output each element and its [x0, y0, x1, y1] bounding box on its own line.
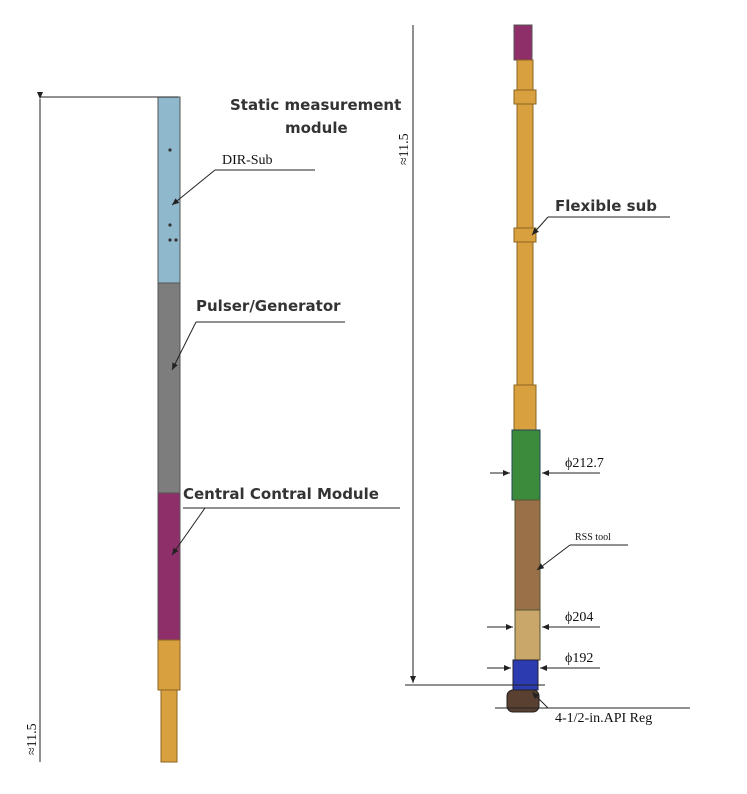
label: Central Contral Module — [183, 485, 379, 503]
label: ϕ212.7 — [565, 456, 604, 471]
right-tool — [405, 24, 690, 713]
label: 4-1/2-in.API Reg — [555, 711, 652, 726]
label: RSS tool — [575, 532, 611, 543]
label: Pulser/Generator — [196, 297, 341, 315]
label: Flexible sub — [555, 197, 657, 215]
label: module — [285, 119, 348, 137]
left-tool — [37, 92, 400, 763]
label: DIR-Sub — [222, 153, 273, 168]
dimension-label: ≈11.5 — [25, 723, 40, 755]
label: ϕ204 — [565, 610, 593, 625]
label: Static measurement — [230, 96, 401, 114]
label: ϕ192 — [565, 651, 593, 666]
dimension-label: ≈11.5 — [397, 133, 412, 165]
